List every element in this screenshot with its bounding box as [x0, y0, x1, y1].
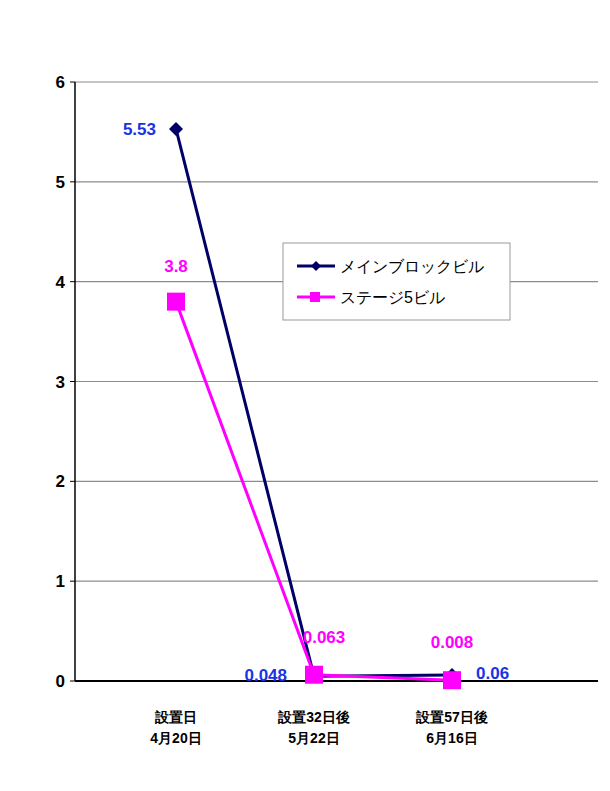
- x-axis: [75, 680, 598, 682]
- x-tick-label-line: 4月20日: [150, 730, 201, 746]
- legend-box: [283, 243, 510, 320]
- grid-line: [75, 81, 598, 82]
- x-tick-label: 設置32日後 5月22日: [277, 709, 350, 746]
- grid-line: [75, 481, 598, 482]
- legend-label: ステージ5ビル: [340, 289, 445, 306]
- y-tick-label: 3: [56, 373, 65, 392]
- x-tick-label-line: 設置日: [154, 709, 197, 725]
- x-tick-label-line: 6月16日: [426, 730, 477, 746]
- series-line: [176, 129, 452, 676]
- data-label: 0.06: [476, 664, 509, 683]
- legend-square: [310, 292, 320, 302]
- series-line: [176, 302, 452, 681]
- legend-diamond: [311, 261, 321, 271]
- y-axis: [74, 82, 76, 681]
- marker: [305, 666, 323, 684]
- grid-line: [75, 181, 598, 182]
- marker: [169, 122, 183, 136]
- plot-area: [167, 122, 461, 689]
- data-label: 0.063: [303, 628, 346, 647]
- x-tick-label-line: 5月22日: [288, 730, 339, 746]
- data-label: 0.048: [244, 666, 287, 685]
- legend: メインブロックビルステージ5ビル: [283, 243, 510, 320]
- x-tick-label-line: 設置57日後: [415, 709, 488, 725]
- chart: 0 1 2 3 4 5 6 設置日 4月20日 設置32日後 5月22日 設置57日後 6月16日 5.5…: [0, 0, 610, 791]
- legend-label: メインブロックビル: [340, 258, 484, 275]
- x-tick-label-line: 設置32日後: [277, 709, 350, 725]
- y-tick-label: 6: [56, 73, 65, 92]
- y-tick-label: 1: [56, 572, 65, 591]
- marker: [443, 671, 461, 689]
- y-tick-label: 4: [56, 273, 66, 292]
- data-label: 0.008: [431, 633, 474, 652]
- x-tick-label: 設置57日後 6月16日: [415, 709, 488, 746]
- y-tick-label: 2: [56, 472, 65, 491]
- grid-line: [75, 381, 598, 382]
- grid-line: [75, 581, 598, 582]
- data-label: 3.8: [164, 257, 188, 276]
- y-tick-label: 5: [56, 173, 65, 192]
- y-tick-label: 0: [56, 672, 65, 691]
- data-label: 5.53: [123, 120, 156, 139]
- grid-line: [75, 680, 598, 681]
- marker: [167, 293, 185, 311]
- x-tick-label: 設置日 4月20日: [150, 709, 201, 746]
